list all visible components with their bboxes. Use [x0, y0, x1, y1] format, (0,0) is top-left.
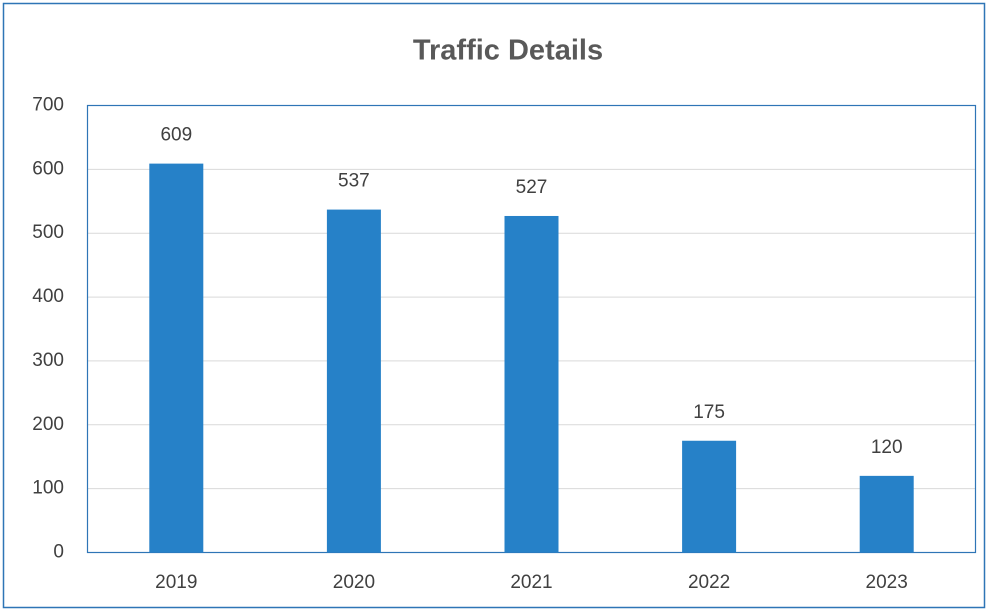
- data-label: 527: [516, 177, 548, 198]
- bar: [149, 163, 204, 553]
- bar: [326, 209, 381, 553]
- bar: [682, 440, 737, 553]
- y-tick-label: 100: [32, 478, 64, 499]
- x-tick-label: 2020: [333, 572, 375, 593]
- y-tick-label: 0: [53, 542, 64, 563]
- data-label: 120: [871, 437, 903, 458]
- data-label: 175: [693, 402, 725, 423]
- chart-title: Traffic Details: [413, 35, 603, 67]
- y-tick-label: 400: [32, 286, 64, 307]
- bar: [504, 215, 559, 553]
- y-tick-label: 600: [32, 158, 64, 179]
- x-tick-label: 2023: [866, 572, 908, 593]
- y-tick-label: 500: [32, 222, 64, 243]
- data-label: 537: [338, 171, 370, 192]
- y-tick-label: 700: [32, 95, 64, 116]
- x-tick-label: 2019: [155, 572, 197, 593]
- data-label: 609: [160, 125, 192, 146]
- bar: [859, 475, 914, 553]
- x-tick-label: 2022: [688, 572, 730, 593]
- y-tick-label: 300: [32, 350, 64, 371]
- y-tick-label: 200: [32, 414, 64, 435]
- x-tick-label: 2021: [510, 572, 552, 593]
